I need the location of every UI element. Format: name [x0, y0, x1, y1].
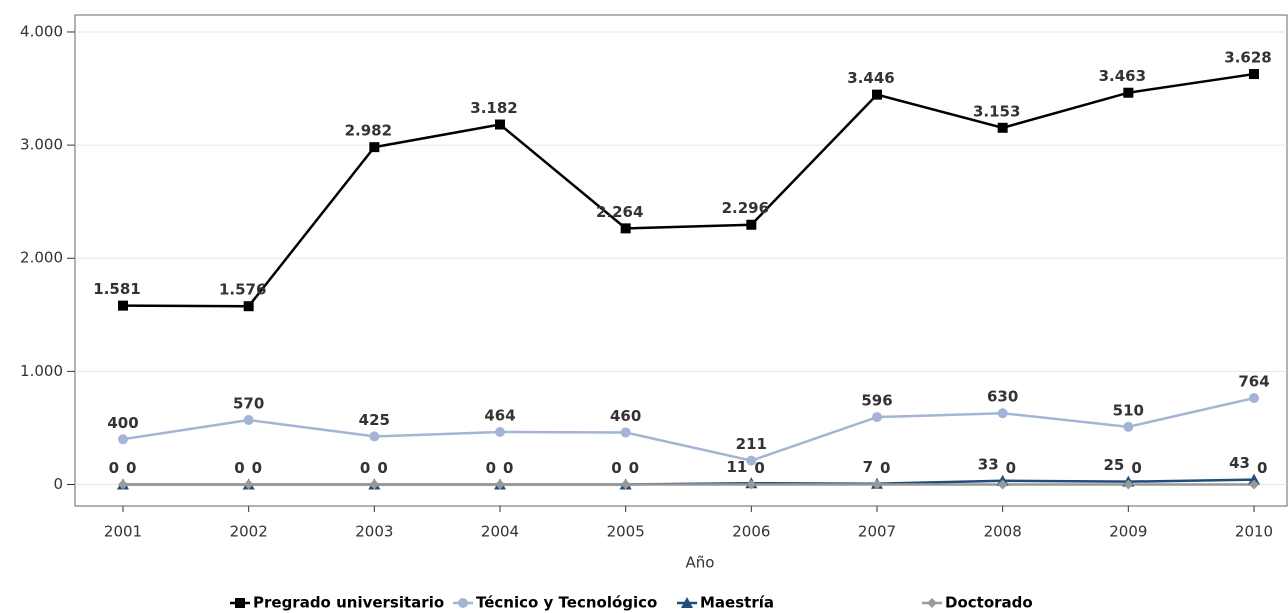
point — [746, 219, 757, 230]
data-label: 0 — [109, 459, 119, 477]
point — [118, 434, 128, 445]
data-label: 211 — [736, 435, 767, 453]
x-tick-label: 2010 — [1235, 523, 1273, 541]
data-label: 3.446 — [847, 69, 894, 87]
point — [1249, 393, 1259, 404]
data-label: 2.982 — [345, 122, 392, 140]
point — [620, 427, 631, 438]
data-label: 0 — [360, 459, 370, 477]
x-tick-label: 2001 — [104, 523, 142, 541]
x-axis-label: Año — [686, 554, 715, 572]
point — [997, 479, 1008, 490]
x-tick-label: 2003 — [355, 523, 393, 541]
legend-label: Maestría — [700, 594, 774, 612]
point — [369, 142, 380, 153]
data-label: 764 — [1238, 373, 1269, 391]
data-label: 0 — [377, 459, 387, 477]
data-label: 0 — [1006, 459, 1016, 477]
point — [872, 479, 882, 490]
data-label: 3.153 — [973, 102, 1020, 120]
x-tick-label: 2004 — [481, 523, 519, 541]
point — [1123, 479, 1134, 490]
data-label: 0 — [611, 459, 621, 477]
y-tick-label: 0 — [53, 475, 63, 493]
data-label: 3.463 — [1099, 67, 1146, 85]
series-line — [122, 72, 1255, 308]
point — [746, 479, 757, 490]
data-label: 43 — [1229, 454, 1250, 472]
point — [495, 479, 505, 490]
point — [872, 412, 882, 423]
data-label: 2.296 — [722, 199, 769, 217]
data-label: 400 — [107, 414, 138, 432]
point — [118, 479, 128, 490]
point — [1123, 87, 1134, 98]
point — [1123, 421, 1134, 432]
data-label: 425 — [359, 411, 390, 429]
point — [620, 223, 631, 234]
y-tick-label: 1.000 — [20, 362, 63, 380]
data-label: 630 — [987, 388, 1018, 406]
data-label: 0 — [126, 459, 136, 477]
data-label: 0 — [1131, 459, 1141, 477]
data-label: 1.581 — [93, 280, 140, 298]
point — [927, 598, 937, 608]
data-label: 0 — [486, 459, 496, 477]
y-tick-label: 4.000 — [20, 22, 63, 40]
point — [997, 408, 1008, 419]
data-label: 3.628 — [1224, 49, 1271, 67]
data-label: 3.182 — [470, 99, 517, 117]
legend-label: Técnico y Tecnológico — [476, 594, 657, 612]
point — [369, 431, 380, 442]
point — [997, 122, 1008, 133]
x-tick-label: 2002 — [230, 523, 268, 541]
data-label: 0 — [503, 459, 513, 477]
data-label: 33 — [978, 455, 999, 473]
y-tick-label: 2.000 — [20, 249, 63, 267]
point — [243, 415, 254, 426]
point — [495, 427, 505, 438]
point — [243, 479, 254, 490]
point — [872, 89, 882, 100]
data-label: 570 — [233, 395, 264, 413]
point — [235, 598, 245, 608]
point — [681, 597, 693, 608]
legend-label: Pregrado universitario — [253, 594, 444, 612]
data-label: 464 — [484, 407, 515, 425]
y-tick-label: 3.000 — [20, 136, 63, 154]
x-tick-label: 2006 — [732, 523, 770, 541]
point — [620, 479, 631, 490]
point — [495, 119, 505, 130]
legend-label: Doctorado — [945, 594, 1033, 612]
point — [1248, 473, 1260, 485]
data-label: 0 — [754, 459, 764, 477]
x-tick-label: 2009 — [1109, 523, 1147, 541]
x-tick-label: 2007 — [858, 523, 896, 541]
data-label: 596 — [861, 392, 892, 410]
data-label: 0 — [234, 459, 244, 477]
data-label: 1.576 — [219, 281, 266, 299]
point — [1249, 479, 1259, 490]
data-label: 0 — [1257, 459, 1267, 477]
point — [458, 598, 468, 608]
series-line — [122, 396, 1255, 462]
data-label: 0 — [252, 459, 262, 477]
point — [369, 479, 380, 490]
data-label: 2.264 — [596, 203, 643, 221]
data-label: 460 — [610, 407, 641, 425]
x-tick-label: 2008 — [984, 523, 1022, 541]
data-label: 7 — [863, 458, 873, 476]
data-label: 11 — [726, 458, 747, 476]
data-label: 25 — [1103, 456, 1124, 474]
plot-frame — [74, 14, 1288, 507]
point — [746, 455, 757, 466]
point — [118, 300, 128, 311]
data-label: 0 — [880, 459, 890, 477]
x-tick-label: 2005 — [607, 523, 645, 541]
data-label: 0 — [629, 459, 639, 477]
point — [1249, 69, 1259, 80]
data-label: 510 — [1113, 401, 1144, 419]
point — [243, 301, 254, 312]
